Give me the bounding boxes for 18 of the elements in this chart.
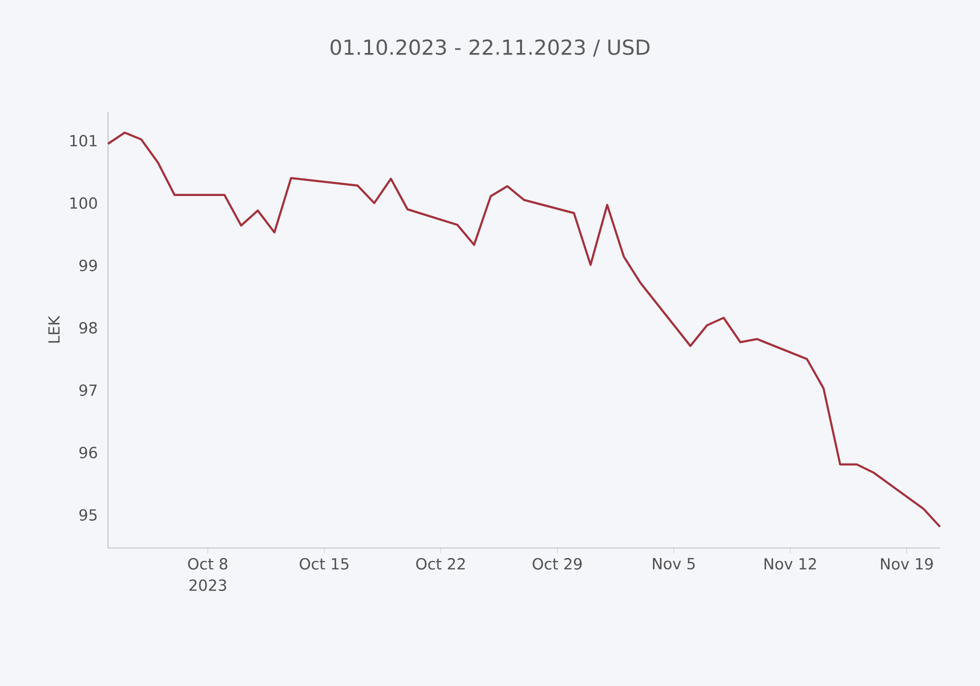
text: 2023	[189, 579, 226, 591]
y-tick-label: 95	[79, 509, 97, 521]
x-tick-label: Nov 5	[652, 558, 695, 570]
y-tick-label: 99	[79, 260, 97, 272]
x-tick-label: Nov 12	[764, 558, 816, 570]
x-tick-label: Oct 29	[532, 558, 582, 570]
y-tick-label: 98	[79, 322, 97, 334]
y-tick-label: 96	[79, 446, 97, 458]
chart-title: 01.10.2023 - 22.11.2023 / USD	[330, 39, 650, 57]
y-tick-label: 100	[70, 197, 97, 209]
x-tick-label: Oct 15	[300, 558, 348, 570]
y-tick-label: 101	[70, 134, 97, 146]
y-axis-title: LEK	[48, 316, 60, 343]
x-tick-label: Oct 8	[188, 558, 228, 570]
x-tick-label: Oct 22	[416, 558, 465, 570]
x-tick-label: Nov 19	[881, 558, 933, 570]
line-series	[106, 132, 942, 528]
y-tick-label: 97	[79, 384, 97, 396]
